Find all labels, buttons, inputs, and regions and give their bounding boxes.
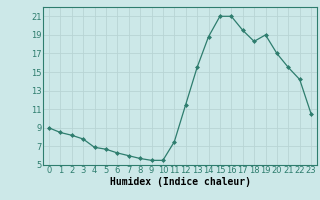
X-axis label: Humidex (Indice chaleur): Humidex (Indice chaleur) — [109, 177, 251, 187]
